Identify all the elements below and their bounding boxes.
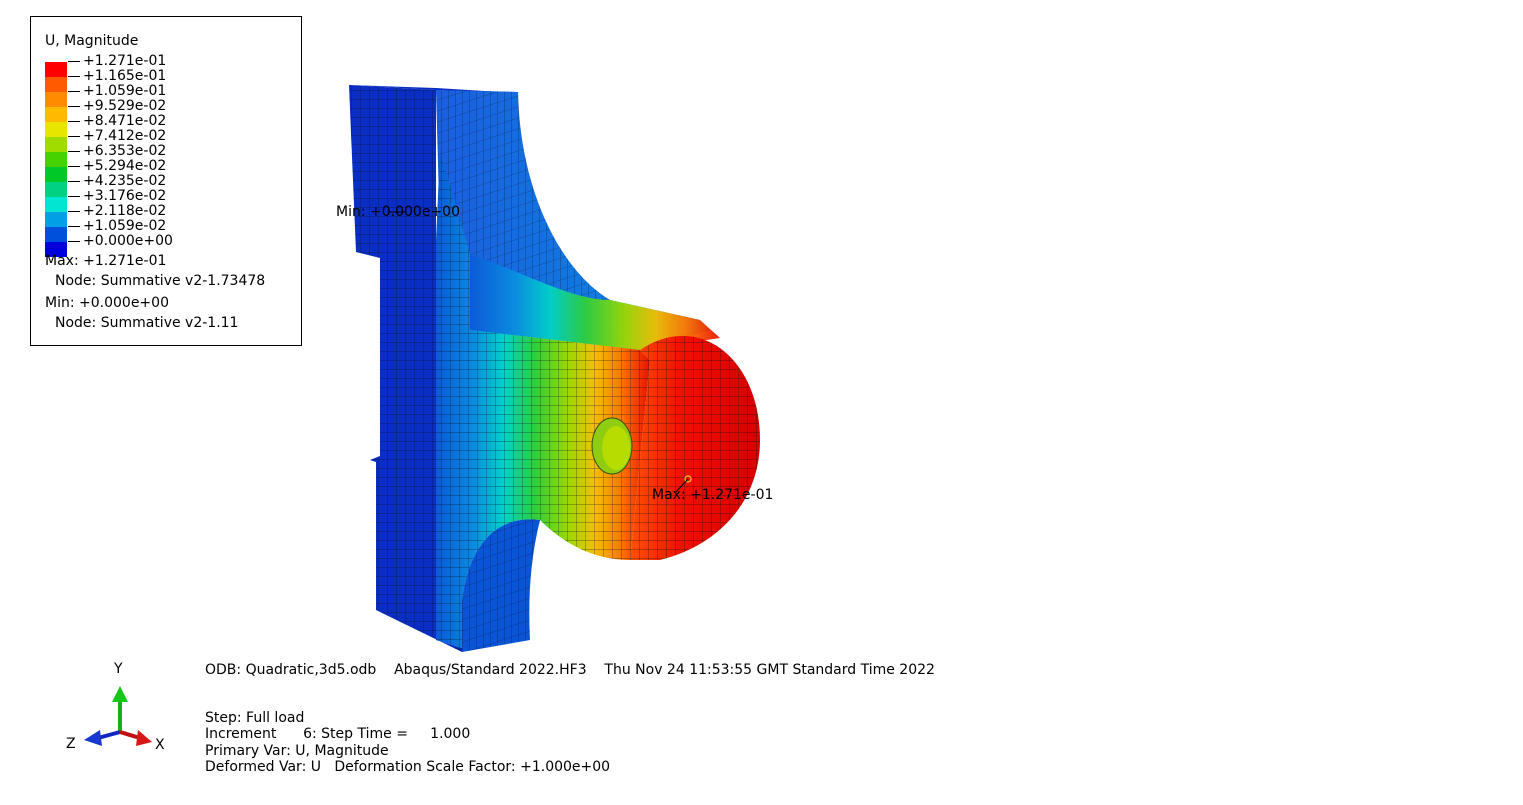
legend-swatch — [45, 62, 67, 77]
legend-tick-label: +1.165e-01 — [83, 68, 167, 84]
increment-line: Increment 6: Step Time = 1.000 — [205, 726, 471, 742]
legend-tick-label: +1.059e-01 — [83, 83, 167, 99]
legend-swatch — [45, 242, 67, 257]
legend-swatch — [45, 77, 67, 92]
legend-min-node: Node: Summative v2-1.11 — [55, 315, 239, 331]
legend-max-label: Max: +1.271e-01 — [45, 253, 167, 269]
legend-min-label: Min: +0.000e+00 — [45, 295, 169, 311]
legend-swatch — [45, 167, 67, 182]
triad-x-label: X — [155, 737, 165, 753]
legend-tick-mark — [68, 166, 80, 167]
legend-tick-mark — [68, 106, 80, 107]
legend-tick-mark — [68, 136, 80, 137]
legend-tick-mark — [68, 226, 80, 227]
legend-max-node: Node: Summative v2-1.73478 — [55, 273, 266, 289]
deformed-var-line: Deformed Var: U Deformation Scale Factor… — [205, 759, 611, 775]
triad-y-label: Y — [114, 661, 123, 677]
legend-tick-label: +4.235e-02 — [83, 173, 167, 189]
legend-swatch — [45, 197, 67, 212]
min-annotation: Min: +0.000e+00 — [336, 204, 460, 220]
max-annotation: Max: +1.271e-01 — [652, 487, 774, 503]
legend-swatch — [45, 227, 67, 242]
legend-tick-label: +7.412e-02 — [83, 128, 167, 144]
legend-tick-mark — [68, 151, 80, 152]
legend-tick-label: +2.118e-02 — [83, 203, 167, 219]
legend-tick-label: +8.471e-02 — [83, 113, 167, 129]
legend-tick-mark — [68, 61, 80, 62]
triad-z-label: Z — [66, 736, 76, 752]
legend-tick-mark — [68, 121, 80, 122]
legend-tick-mark — [68, 196, 80, 197]
legend-swatch — [45, 137, 67, 152]
legend-tick-label: +5.294e-02 — [83, 158, 167, 174]
axis-triad — [84, 686, 152, 746]
legend-tick-label: +3.176e-02 — [83, 188, 167, 204]
legend-tick-label: +1.271e-01 — [83, 53, 167, 69]
legend-tick-label: +9.529e-02 — [83, 98, 167, 114]
legend-swatch — [45, 212, 67, 227]
legend-title: U, Magnitude — [45, 33, 139, 49]
legend-tick-mark — [68, 181, 80, 182]
legend-tick-mark — [68, 91, 80, 92]
primary-var-line: Primary Var: U, Magnitude — [205, 743, 389, 759]
legend-swatch — [45, 107, 67, 122]
legend-tick-mark — [68, 241, 80, 242]
contour-legend: U, Magnitude +1.271e-01 +1.165e-01 +1.059e… — [30, 16, 302, 346]
clevis-arm — [436, 90, 760, 652]
legend-swatch — [45, 122, 67, 137]
legend-swatch — [45, 182, 67, 197]
odb-info-line: ODB: Quadratic,3d5.odb Abaqus/Standard 2… — [205, 662, 935, 678]
max-marker — [684, 475, 692, 483]
legend-tick-mark — [68, 211, 80, 212]
legend-tick-mark — [68, 76, 80, 77]
legend-swatch — [45, 92, 67, 107]
legend-tick-label: +1.059e-02 — [83, 218, 167, 234]
step-line: Step: Full load — [205, 710, 305, 726]
legend-tick-label: +0.000e+00 — [83, 233, 173, 249]
legend-tick-label: +6.353e-02 — [83, 143, 167, 159]
legend-swatch — [45, 152, 67, 167]
max-leader-line — [675, 478, 689, 493]
